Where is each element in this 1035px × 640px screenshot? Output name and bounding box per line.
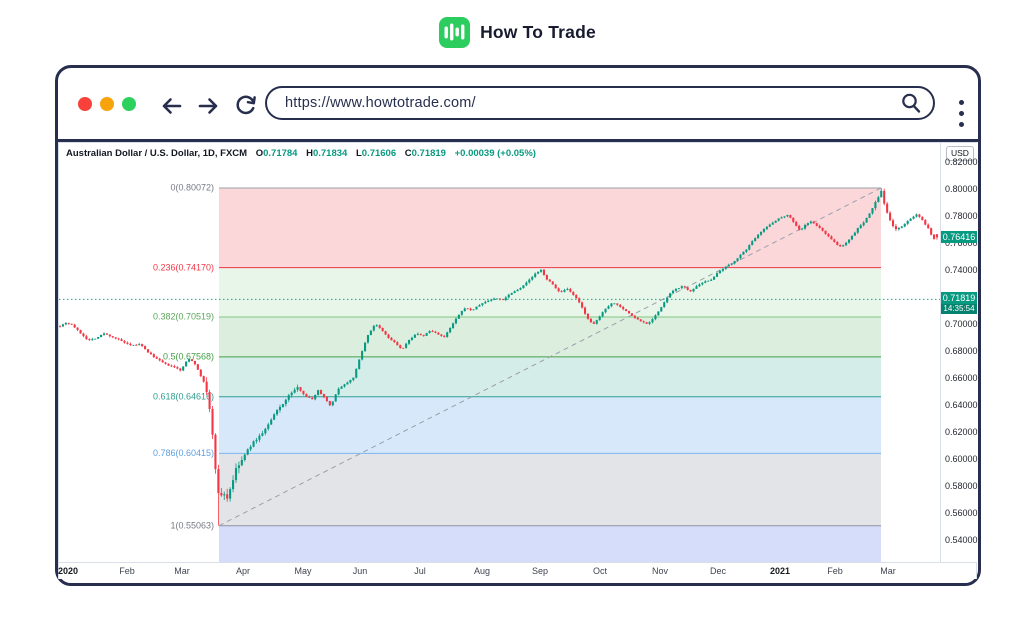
close-window-button[interactable] [78,97,92,111]
price-axis[interactable]: USD 0.76416 0.71819 14:35:54 0.82000 0.80… [940,143,978,562]
price-tick-label: 0.68000 [945,346,978,356]
fib-levels: 0(0.80072) 0.236(0.74170) 0.382(0.70519) 0.… [153,183,881,530]
kebab-dot [958,121,964,127]
time-axis-label: Nov [651,566,669,576]
time-axis-label: Mar [880,566,896,576]
price-tick-label: 0.60000 [945,454,978,465]
time-axis-label: Mar [174,566,190,576]
price-tick-label: 0.80000 [945,183,978,194]
high-label: H [306,148,313,159]
price-tick-label: 0.78000 [945,210,978,221]
currency-toggle[interactable]: USD [946,146,974,161]
url-bar[interactable]: https://www.howtotrade.com/ [265,86,935,120]
time-axis-label: Jun [352,566,368,576]
brand-logo-icon [439,16,471,48]
chart-legend[interactable]: Australian Dollar / U.S. Dollar, 1D, FXC… [66,148,536,159]
site-header: How To Trade [0,14,1035,50]
fib-bands [219,187,881,562]
last-price-value: 0.76416 [942,232,976,243]
time-axis-label: 2020 [57,566,79,576]
time-axis[interactable]: 2020 Feb Mar Apr May Jun Jul Aug Sep Oct Nov Dec 202… [57,562,976,579]
low-value: 0.71606 [361,148,397,159]
price-tick-label: 0.56000 [945,508,978,519]
current-price-value: 0.71819 [942,293,976,304]
kebab-dot [958,99,964,105]
brand-name: How To Trade [480,21,596,42]
current-price-badge: 0.71819 14:35:54 [941,292,977,314]
fib-level-label: 0(0.80072) [170,183,214,193]
price-tick-label: 0.62000 [945,427,978,438]
time-axis-label: May [294,566,312,576]
browser-menu-button[interactable] [953,93,969,133]
chart-canvas[interactable]: 0(0.80072) 0.236(0.74170) 0.382(0.70519) 0.… [59,143,940,562]
symbol-title: Australian Dollar / U.S. Dollar, 1D, FXC… [66,148,248,159]
time-axis-label: Apr [235,566,251,576]
fib-level-label: 0.382(0.70519) [153,312,214,322]
fib-trend-line [218,187,882,527]
price-tick-label: 0.74000 [945,264,978,275]
traffic-lights [78,97,136,111]
browser-window: https://www.howtotrade.com/ Australian D… [55,65,981,586]
chart-panel: Australian Dollar / U.S. Dollar, 1D, FXC… [57,142,978,579]
price-tick-label: 0.58000 [945,481,978,492]
price-tick-label: 0.70000 [945,318,978,329]
candlestick-layer [59,187,939,526]
close-value: 0.71819 [411,148,446,159]
zoom-window-button[interactable] [122,97,136,111]
price-tick-label: 0.54000 [945,535,978,546]
time-axis-label: Aug [473,566,491,576]
change-value: +0.00039 (+0.05%) [454,148,536,159]
time-axis-label: Feb [827,566,843,576]
minimize-window-button[interactable] [100,97,114,111]
countdown-timer: 14:35:54 [941,304,977,314]
fib-level-label: 1(0.55063) [170,520,214,530]
time-axis-label: Jul [414,566,426,576]
time-axis-label: Sep [531,566,549,576]
time-axis-label: Dec [709,566,727,576]
back-arrow-icon [162,98,182,114]
refresh-button[interactable] [233,93,257,117]
time-axis-label: Oct [592,566,608,576]
high-value: 0.71834 [312,148,348,159]
last-price-badge: 0.76416 [941,231,977,244]
browser-chrome: https://www.howtotrade.com/ [58,68,978,142]
open-value: 0.71784 [263,148,298,159]
close-label: C [404,148,412,159]
price-tick-label: 0.64000 [945,400,978,410]
forward-arrow-icon [198,98,218,114]
fib-level-label: 0.5(0.67568) [163,351,214,361]
fib-level-label: 0.236(0.74170) [153,262,214,272]
url-text[interactable]: https://www.howtotrade.com/ [285,95,476,111]
kebab-dot [958,110,964,116]
price-tick-label: 0.82000 [945,156,978,167]
refresh-icon [236,95,256,115]
low-label: L [355,148,362,159]
price-tick-label: 0.66000 [945,373,978,383]
forward-button[interactable] [197,94,221,118]
fib-level-label: 0.786(0.60415) [153,448,214,458]
search-icon[interactable] [899,91,923,115]
fib-level-label: 0.618(0.64616) [153,391,214,401]
open-label: O [255,148,264,159]
time-axis-label: 2021 [769,566,791,576]
back-button[interactable] [159,94,183,118]
time-axis-label: Feb [119,566,135,576]
chart-bars-glyph [444,23,465,41]
